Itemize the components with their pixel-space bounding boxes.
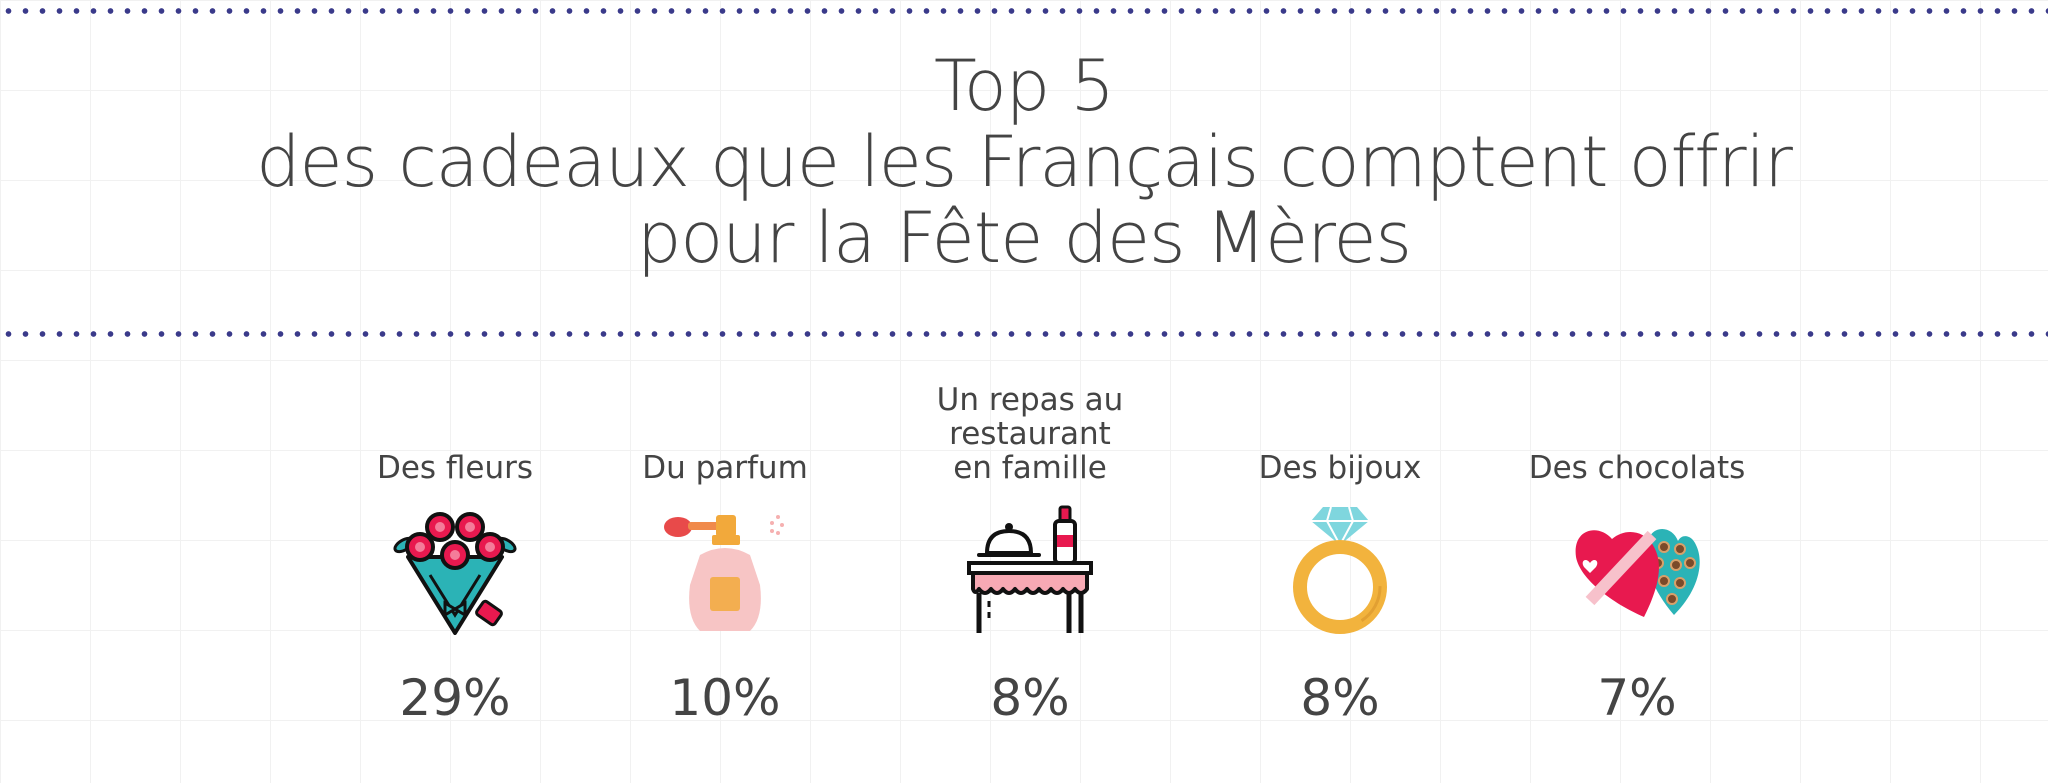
diamond-ring-icon bbox=[1275, 505, 1405, 635]
gift-label-flowers: Des fleurs bbox=[376, 450, 534, 486]
gift-percent-flowers: 29% bbox=[399, 669, 511, 727]
gift-label-restaurant-line-2: restaurant bbox=[949, 416, 1111, 452]
gift-percent-perfume: 10% bbox=[669, 669, 781, 727]
middle-dotted-divider bbox=[0, 330, 2048, 338]
gift-percent-jewelry: 8% bbox=[1300, 669, 1380, 727]
gift-item-chocolates: Des chocolats 7% bbox=[1497, 395, 1777, 745]
gift-label-restaurant-line-1: Un repas au bbox=[936, 382, 1124, 418]
page-title: Top 5 des cadeaux que les Français compt… bbox=[0, 48, 2048, 276]
title-line-1: Top 5 bbox=[934, 45, 1115, 127]
gift-label-jewelry: Des bijoux bbox=[1258, 450, 1422, 486]
gift-label-perfume: Du parfum bbox=[642, 450, 808, 486]
gift-label-restaurant: Un repas au restaurant en famille bbox=[890, 383, 1170, 485]
title-line-2: des cadeaux que les Français comptent of… bbox=[256, 121, 1793, 203]
top-dotted-divider bbox=[0, 7, 2048, 15]
gift-percent-chocolates: 7% bbox=[1597, 669, 1677, 727]
gift-label-chocolates: Des chocolats bbox=[1528, 450, 1746, 486]
flower-bouquet-icon bbox=[390, 505, 520, 635]
restaurant-table-icon bbox=[965, 505, 1095, 635]
perfume-bottle-icon bbox=[660, 505, 790, 635]
gift-item-restaurant: Un repas au restaurant en famille 8% bbox=[890, 383, 1170, 745]
gift-percent-restaurant: 8% bbox=[990, 669, 1070, 727]
gift-item-flowers: Des fleurs 29% bbox=[315, 395, 595, 745]
gift-item-jewelry: Des bijoux 8% bbox=[1200, 395, 1480, 745]
gift-item-perfume: Du parfum 10% bbox=[585, 395, 865, 745]
chocolate-box-icon bbox=[1572, 505, 1702, 635]
gift-label-restaurant-line-3: en famille bbox=[953, 450, 1107, 486]
title-line-3: pour la Fête des Mères bbox=[637, 197, 1412, 279]
